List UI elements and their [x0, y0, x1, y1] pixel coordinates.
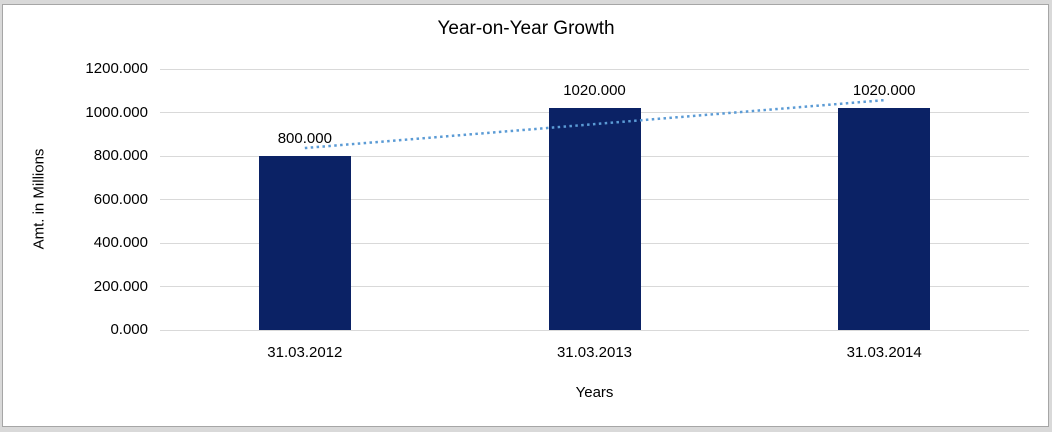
bar-data-label: 1020.000: [852, 82, 916, 100]
y-tick-label: 800.000: [93, 147, 148, 164]
y-tick-label: 600.000: [93, 190, 148, 208]
bar-31.03.2014: [838, 108, 931, 330]
x-axis-title: Years: [575, 384, 614, 401]
x-tick-label: 31.03.2012: [267, 344, 343, 361]
gridline: [160, 329, 1029, 331]
bar-data-label: 800.000: [277, 130, 332, 147]
y-tick-label: 1200.000: [85, 60, 148, 77]
y-tick-label: 0.000: [110, 321, 148, 338]
y-tick-label: 400.000: [93, 234, 148, 251]
y-axis-tick-labels: 0.000 200.000 400.000 600.000 800.000 1000.00…: [0, 60, 148, 338]
x-tick-label: 31.03.2014: [846, 344, 922, 361]
chart-title: Year-on-Year Growth: [437, 18, 615, 39]
bar-31.03.2013: [548, 108, 641, 330]
bar-data-label: 1020.000: [563, 82, 626, 100]
y-tick-label: 200.000: [93, 277, 148, 295]
trendline: [304, 98, 885, 150]
x-axis-tick-labels: 31.03.2012 31.03.2013 31.03.2014: [160, 344, 1029, 364]
gridline: [160, 68, 1029, 70]
bar-31.03.2012: [258, 156, 351, 330]
x-tick-label: 31.03.2013: [556, 344, 633, 361]
y-tick-label: 1000.000: [85, 103, 148, 121]
plot-area: 800.000 1020.000 1020.000: [160, 68, 1029, 331]
